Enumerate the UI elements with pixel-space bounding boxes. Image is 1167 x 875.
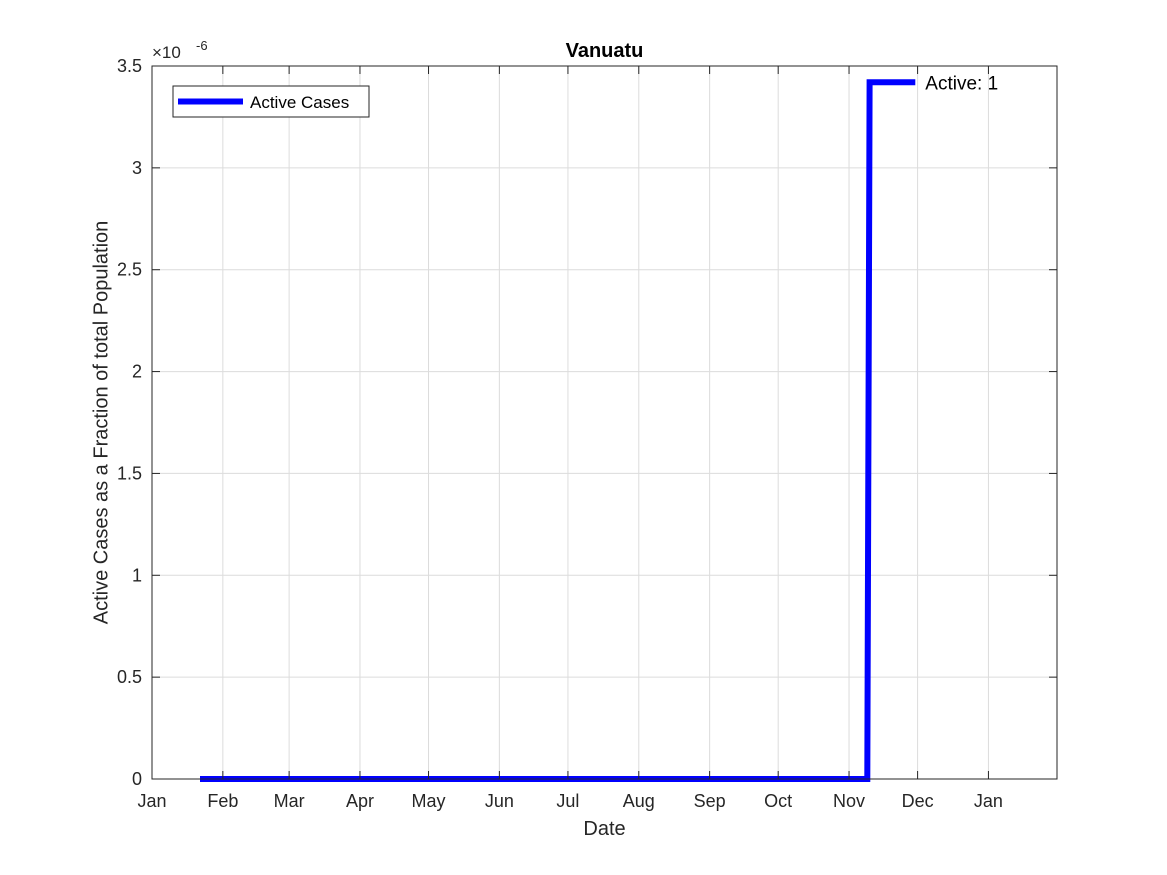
x-tick-label: Jan — [974, 791, 1003, 811]
x-tick-label: Nov — [833, 791, 865, 811]
x-tick-label: May — [412, 791, 446, 811]
y-axis-exponent: ×10 -6 — [152, 38, 208, 62]
y-tick-label: 2.5 — [117, 260, 142, 280]
legend: Active Cases — [172, 85, 370, 118]
y-tick-label: 2 — [132, 362, 142, 382]
x-tick-label: Dec — [902, 791, 934, 811]
x-tick-label: Feb — [207, 791, 238, 811]
y-tick-label: 0 — [132, 769, 142, 789]
y-tick-label: 1.5 — [117, 463, 142, 483]
chart-title: Vanuatu — [566, 40, 644, 62]
y-tick-label: 1 — [132, 565, 142, 585]
x-tick-label: Oct — [764, 791, 792, 811]
y-exponent-base: ×10 — [152, 43, 181, 62]
y-tick-label: 3 — [132, 158, 142, 178]
active-count-annotation: Active: 1 — [925, 73, 998, 94]
series-line-active-cases — [200, 79, 916, 782]
x-axis-label: Date — [583, 818, 625, 840]
x-tick-label: Apr — [346, 791, 374, 811]
x-axis: Jan Feb Mar Apr May Jun Jul Aug Sep Oct Nov Dec Jan — [137, 66, 1003, 811]
y-exponent-power: -6 — [196, 38, 208, 53]
legend-label-active-cases: Active Cases — [250, 93, 349, 112]
grid — [152, 66, 1057, 779]
x-tick-label: Jan — [137, 791, 166, 811]
x-tick-label: Sep — [694, 791, 726, 811]
y-tick-label: 0.5 — [117, 667, 142, 687]
y-axis-label: Active Cases as a Fraction of total Popu… — [90, 221, 112, 625]
y-tick-label: 3.5 — [117, 56, 142, 76]
y-axis: 0 0.5 1 1.5 2 2.5 3 3.5 — [117, 56, 1057, 789]
plot-area-frame — [151, 65, 1058, 780]
x-tick-label: Jun — [485, 791, 514, 811]
x-tick-label: Jul — [556, 791, 579, 811]
series-layer — [200, 79, 916, 782]
x-tick-label: Mar — [274, 791, 305, 811]
x-tick-label: Aug — [623, 791, 655, 811]
